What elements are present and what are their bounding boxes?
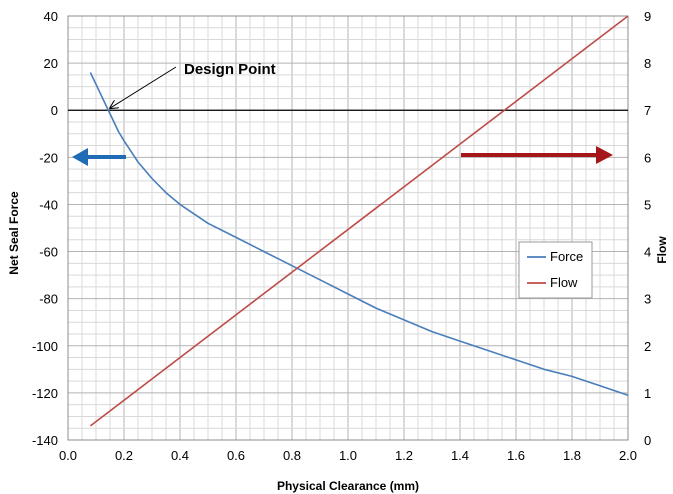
y-axis-title: Net Seal Force [7, 191, 21, 275]
y2-tick-label: 2 [644, 339, 651, 354]
x-tick-label: 1.6 [507, 448, 525, 463]
left-direction-arrow [72, 148, 126, 166]
x-tick-label: 0.4 [171, 448, 189, 463]
x-tick-label: 1.4 [451, 448, 469, 463]
y-tick-label: -40 [39, 197, 58, 212]
x-tick-label: 0.2 [115, 448, 133, 463]
y-tick-label: -80 [39, 292, 58, 307]
y-tick-label: -120 [32, 386, 58, 401]
y-tick-label: 20 [44, 56, 58, 71]
x-tick-label: 1.0 [339, 448, 357, 463]
y-tick-label: 0 [51, 103, 58, 118]
x-tick-label: 0.6 [227, 448, 245, 463]
legend: Force Flow [519, 242, 592, 298]
x-tick-label: 1.8 [563, 448, 581, 463]
y2-tick-label: 5 [644, 197, 651, 212]
y2-tick-label: 7 [644, 103, 651, 118]
legend-label-flow: Flow [550, 275, 578, 290]
series-line-force [90, 73, 628, 396]
y2-tick-label: 6 [644, 150, 651, 165]
y2-tick-label: 1 [644, 386, 651, 401]
y2-tick-label: 0 [644, 433, 651, 448]
x-tick-label: 0.8 [283, 448, 301, 463]
y-tick-label: -20 [39, 150, 58, 165]
y-tick-label: 40 [44, 9, 58, 24]
series-group [90, 16, 628, 426]
annotation-design-point: Design Point [184, 61, 276, 78]
y-tick-label: -100 [32, 339, 58, 354]
y2-tick-label: 9 [644, 9, 651, 24]
x-tick-label: 2.0 [619, 448, 637, 463]
y2-tick-label: 4 [644, 245, 651, 260]
y2-tick-label: 8 [644, 56, 651, 71]
x-axis-title: Physical Clearance (mm) [277, 479, 419, 493]
y-tick-label: -60 [39, 245, 58, 260]
y2-tick-label: 3 [644, 292, 651, 307]
y-tick-label: -140 [32, 433, 58, 448]
x-tick-label: 0.0 [59, 448, 77, 463]
annotations: Design Point [72, 61, 613, 166]
x-tick-label: 1.2 [395, 448, 413, 463]
series-line-flow [90, 16, 628, 426]
legend-label-force: Force [550, 249, 583, 264]
right-direction-arrow [461, 146, 613, 164]
y2-axis-title: Flow [655, 236, 669, 264]
